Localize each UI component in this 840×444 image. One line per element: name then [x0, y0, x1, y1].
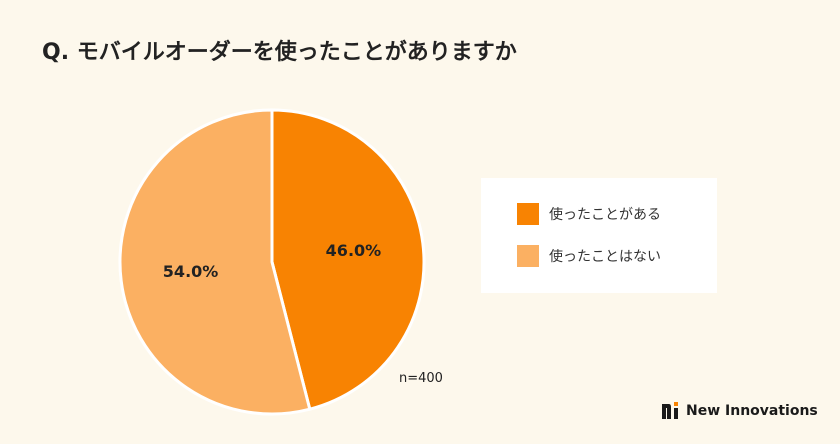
- legend-swatch-used: [517, 203, 539, 225]
- pie-label-not-used: 54.0%: [163, 262, 219, 281]
- legend-label-used: 使ったことがある: [549, 207, 661, 223]
- sample-size-note: n=400: [399, 371, 443, 386]
- pie-chart: 46.0% 54.0%: [112, 102, 432, 422]
- pie-slice-used: [270, 108, 426, 411]
- legend-item-not-used: 使ったことはない: [517, 245, 661, 267]
- legend-item-used: 使ったことがある: [517, 203, 661, 225]
- brand-name: New Innovations: [686, 402, 818, 419]
- pie-chart-svg: 46.0% 54.0%: [118, 108, 426, 416]
- pie-label-used: 46.0%: [326, 241, 382, 260]
- pie-slice-not-used: [118, 108, 312, 416]
- legend-label-not-used: 使ったことはない: [549, 249, 661, 265]
- new-innovations-logo-icon: [662, 402, 678, 419]
- legend: 使ったことがある 使ったことはない: [481, 178, 717, 293]
- chart-title: Q. モバイルオーダーを使ったことがありますか: [42, 40, 517, 65]
- brand-logo: New Innovations: [662, 402, 818, 419]
- legend-swatch-not-used: [517, 245, 539, 267]
